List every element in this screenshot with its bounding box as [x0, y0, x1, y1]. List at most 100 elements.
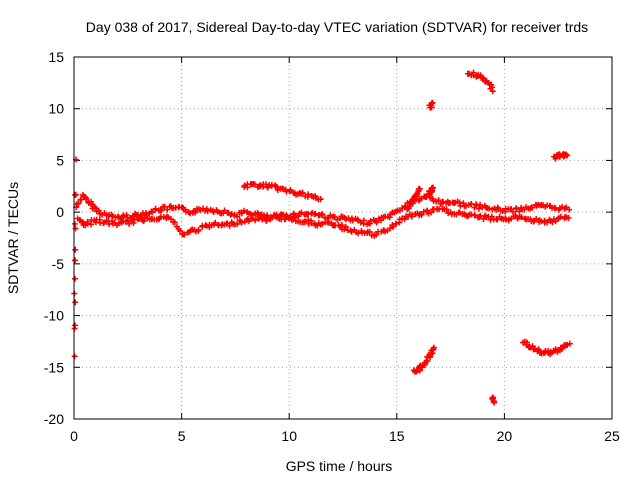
- data-point: [305, 191, 312, 198]
- data-point: [489, 88, 496, 95]
- data-point: [529, 204, 536, 211]
- data-point: [161, 203, 168, 210]
- series-main-band-lower: [74, 205, 572, 239]
- data-point: [418, 211, 425, 218]
- data-point: [482, 78, 489, 85]
- series-bump-near-16h: [404, 185, 423, 213]
- y-tick-label: -15: [44, 359, 64, 375]
- data-point: [226, 222, 233, 229]
- data-point: [373, 219, 380, 226]
- series-end-segment: [551, 150, 571, 162]
- data-point: [238, 219, 245, 226]
- data-point: [291, 214, 298, 221]
- data-point: [299, 189, 306, 196]
- data-point: [360, 217, 367, 224]
- data-point: [71, 220, 78, 227]
- data-point: [252, 217, 259, 224]
- data-point: [443, 206, 450, 213]
- data-point: [418, 195, 425, 202]
- data-point: [92, 205, 99, 212]
- data-point: [429, 99, 436, 106]
- series-top-arc: [464, 69, 496, 95]
- data-point: [435, 197, 442, 204]
- data-point: [171, 219, 178, 226]
- plot-frame: [73, 56, 613, 420]
- data-point: [262, 181, 269, 188]
- data-point: [130, 219, 137, 226]
- data-point: [195, 227, 202, 234]
- data-point: [218, 222, 225, 229]
- y-tick-label: 10: [48, 101, 64, 117]
- series-lower-right-arc: [520, 338, 573, 358]
- data-point: [564, 152, 571, 159]
- y-tick-label: -10: [44, 308, 64, 324]
- data-point: [75, 200, 82, 207]
- data-point: [386, 214, 393, 221]
- series-bump-near-16.7h: [425, 184, 437, 198]
- data-point: [95, 207, 102, 214]
- data-point: [72, 275, 79, 282]
- x-tick-label: 25: [604, 428, 620, 444]
- data-point: [424, 207, 431, 214]
- y-tick-label: 15: [48, 49, 64, 65]
- data-point: [566, 340, 573, 347]
- data-point: [319, 220, 326, 227]
- x-tick-label: 15: [389, 428, 405, 444]
- series-main-band-upper: [73, 191, 573, 228]
- data-point: [428, 209, 435, 216]
- data-point: [244, 184, 251, 191]
- data-point: [234, 221, 241, 228]
- x-tick-label: 0: [70, 428, 78, 444]
- y-tick-label: -5: [52, 256, 65, 272]
- series-upper-arc: [241, 180, 324, 203]
- data-point: [152, 205, 159, 212]
- data-point: [277, 212, 284, 219]
- data-point: [319, 211, 326, 218]
- data-point: [240, 207, 247, 214]
- data-point: [287, 186, 294, 193]
- data-point: [413, 191, 420, 198]
- series-lower-left-arc: [410, 344, 437, 375]
- y-tick-label: 5: [56, 152, 64, 168]
- data-point: [566, 206, 573, 213]
- data-point: [523, 339, 530, 346]
- series-isolated-early: [71, 156, 79, 360]
- data-point: [148, 208, 155, 215]
- data-point: [486, 205, 493, 212]
- x-tick-label: 5: [178, 428, 186, 444]
- x-axis-label: GPS time / hours: [286, 458, 393, 474]
- x-tick-label: 10: [281, 428, 297, 444]
- data-points: [71, 69, 573, 406]
- data-point: [502, 215, 509, 222]
- data-point: [273, 184, 280, 191]
- data-point: [72, 257, 79, 264]
- data-point: [72, 191, 79, 198]
- series-isolated-19.5h: [489, 394, 498, 406]
- data-point: [471, 212, 478, 219]
- data-point: [342, 223, 349, 230]
- data-point: [83, 195, 90, 202]
- chart-title: Day 038 of 2017, Sidereal Day-to-day VTE…: [86, 19, 588, 35]
- data-point: [565, 214, 572, 221]
- data-point: [192, 209, 199, 216]
- data-point: [392, 220, 399, 227]
- data-point: [149, 209, 156, 216]
- data-point: [285, 215, 292, 222]
- x-tick-label: 20: [497, 428, 513, 444]
- data-point: [72, 246, 79, 253]
- data-point: [357, 219, 364, 226]
- data-point: [475, 205, 482, 212]
- series-isolated-16.6h: [426, 99, 436, 111]
- data-point: [317, 195, 324, 202]
- data-point: [509, 208, 516, 215]
- data-point: [476, 214, 483, 221]
- data-point: [430, 344, 437, 351]
- data-point: [416, 186, 423, 193]
- y-tick-label: -20: [44, 411, 64, 427]
- data-point: [181, 231, 188, 238]
- data-point: [490, 398, 497, 405]
- data-point: [518, 214, 525, 221]
- data-point: [140, 218, 147, 225]
- data-point: [71, 325, 78, 332]
- data-point: [176, 227, 183, 234]
